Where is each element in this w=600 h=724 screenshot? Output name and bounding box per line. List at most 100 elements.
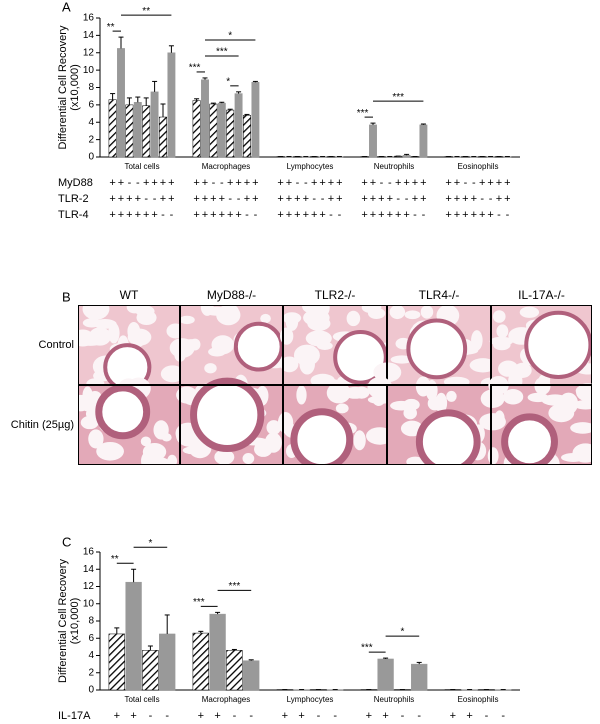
y-tick-label: 14 xyxy=(83,564,95,575)
alveolus xyxy=(561,453,586,462)
alveolus xyxy=(390,400,413,411)
condition-sign: - xyxy=(296,177,300,189)
bar xyxy=(411,663,428,691)
condition-sign: - xyxy=(144,193,148,205)
bar xyxy=(192,632,209,691)
condition-sign: - xyxy=(212,177,216,189)
panel-label: B xyxy=(62,289,71,304)
y-tick-label: 12 xyxy=(83,581,95,592)
alveolus xyxy=(260,313,271,324)
alveolus xyxy=(285,312,299,331)
condition-sign: - xyxy=(312,193,316,205)
condition-sign: + xyxy=(303,193,309,205)
condition-sign: + xyxy=(387,193,393,205)
condition-sign: + xyxy=(420,193,426,205)
alveolus xyxy=(406,456,425,465)
y-tick-label: 4 xyxy=(88,650,94,661)
condition-sign: + xyxy=(219,193,225,205)
condition-sign: + xyxy=(471,209,477,221)
y-tick-label: 12 xyxy=(83,47,95,58)
condition-sign: + xyxy=(454,193,460,205)
alveolus xyxy=(527,392,549,403)
condition-sign: - xyxy=(388,177,392,189)
bar xyxy=(108,99,117,158)
condition-sign: - xyxy=(237,193,241,205)
significance-label: *** xyxy=(216,47,228,58)
significance-label: * xyxy=(148,538,152,549)
condition-sign: - xyxy=(170,209,174,221)
alveolus xyxy=(335,403,349,414)
bar xyxy=(125,104,134,158)
bar xyxy=(159,633,176,691)
y-axis-label: Differential Cell Recovery xyxy=(57,559,69,683)
condition-sign: + xyxy=(370,209,376,221)
error-bar xyxy=(131,568,137,583)
condition-sign: + xyxy=(319,209,325,221)
bar xyxy=(377,658,394,691)
bar xyxy=(192,100,201,158)
error-bar xyxy=(231,648,237,651)
alveolus xyxy=(179,315,195,325)
bar xyxy=(217,102,226,158)
condition-sign: + xyxy=(378,193,384,205)
condition-sign: + xyxy=(328,193,334,205)
condition-sign: + xyxy=(361,193,367,205)
condition-sign: + xyxy=(109,177,115,189)
condition-sign: + xyxy=(471,193,477,205)
condition-sign: + xyxy=(450,710,456,722)
condition-label: TLR-2 xyxy=(58,193,89,205)
condition-sign: + xyxy=(130,710,136,722)
condition-sign: + xyxy=(403,209,409,221)
alveolus xyxy=(88,327,112,346)
condition-sign: + xyxy=(303,209,309,221)
condition-sign: + xyxy=(114,710,120,722)
condition-sign: - xyxy=(165,710,169,722)
condition-sign: - xyxy=(497,209,501,221)
histology-image xyxy=(169,305,295,386)
bar xyxy=(402,155,411,158)
alveolus xyxy=(96,441,124,461)
y-tick-label: 8 xyxy=(88,616,94,627)
condition-sign: - xyxy=(489,193,493,205)
condition-sign: + xyxy=(504,177,510,189)
condition-sign: + xyxy=(252,193,258,205)
condition-sign: + xyxy=(370,177,376,189)
error-bar xyxy=(215,611,221,615)
airway xyxy=(290,408,354,465)
bar xyxy=(142,650,159,691)
condition-sign: + xyxy=(135,193,141,205)
alveolus xyxy=(266,420,281,435)
condition-sign: + xyxy=(286,209,292,221)
alveolus xyxy=(153,420,169,440)
condition-sign: + xyxy=(151,209,157,221)
panel-label: C xyxy=(62,534,71,549)
x-tick-label: Total cells xyxy=(124,695,159,704)
condition-sign: + xyxy=(445,193,451,205)
condition-sign: + xyxy=(214,710,220,722)
alveolus xyxy=(519,306,540,318)
condition-sign: + xyxy=(118,209,124,221)
significance-label: ** xyxy=(142,6,150,17)
condition-sign: - xyxy=(417,710,421,722)
condition-sign: + xyxy=(277,209,283,221)
row-header: Control xyxy=(39,339,74,351)
condition-sign: + xyxy=(387,209,393,221)
condition-sign: + xyxy=(382,710,388,722)
x-tick-label: Total cells xyxy=(124,162,159,171)
column-header: TLR2-/- xyxy=(315,288,356,302)
condition-sign: + xyxy=(454,177,460,189)
condition-sign: - xyxy=(128,177,132,189)
condition-sign: + xyxy=(126,193,132,205)
condition-sign: - xyxy=(480,193,484,205)
condition-sign: - xyxy=(304,177,308,189)
condition-sign: + xyxy=(412,193,418,205)
condition-sign: + xyxy=(118,177,124,189)
x-tick-label: Neutrophils xyxy=(374,162,414,171)
condition-sign: + xyxy=(252,177,258,189)
condition-sign: + xyxy=(462,209,468,221)
significance-label: * xyxy=(226,76,230,87)
alveolus xyxy=(280,356,299,373)
alveolus xyxy=(415,376,431,397)
alveolus xyxy=(489,336,514,346)
error-bar xyxy=(168,45,174,53)
